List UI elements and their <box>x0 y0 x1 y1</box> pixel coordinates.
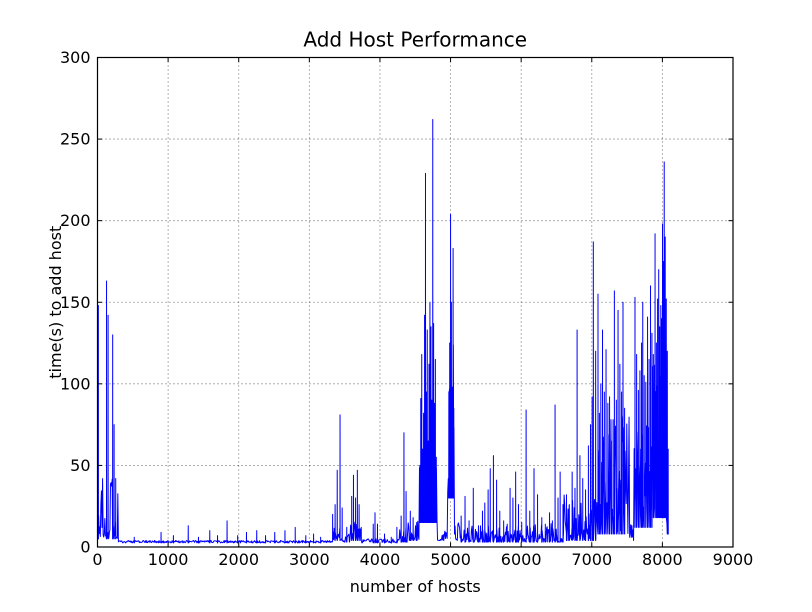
x-axis-label: number of hosts <box>350 577 481 596</box>
x-tick-label: 3000 <box>289 550 330 569</box>
y-axis-label: time(s) to add host <box>46 226 65 379</box>
x-tick-label: 9000 <box>713 550 754 569</box>
x-tick-label: 8000 <box>642 550 683 569</box>
data-series-line <box>97 119 669 544</box>
axis-ticks <box>97 57 734 548</box>
y-tick-label: 150 <box>60 293 91 312</box>
y-tick-label: 200 <box>60 211 91 230</box>
x-tick-label: 0 <box>92 550 102 569</box>
chart-title: Add Host Performance <box>303 28 527 52</box>
x-tick-label: 4000 <box>360 550 401 569</box>
x-tick-label: 5000 <box>430 550 471 569</box>
y-tick-label: 50 <box>70 456 90 475</box>
y-tick-label: 250 <box>60 130 91 149</box>
y-tick-label: 300 <box>60 48 91 67</box>
x-tick-label: 7000 <box>571 550 612 569</box>
y-tick-label: 0 <box>80 538 90 557</box>
y-tick-label: 100 <box>60 374 91 393</box>
x-tick-label: 2000 <box>218 550 259 569</box>
x-tick-labels: 0 1000 2000 3000 4000 5000 6000 7000 8000 9000 <box>92 550 753 569</box>
y-tick-labels: 0 50 100 150 200 250 300 <box>60 48 91 557</box>
x-tick-label: 1000 <box>148 550 189 569</box>
x-tick-label: 6000 <box>501 550 542 569</box>
